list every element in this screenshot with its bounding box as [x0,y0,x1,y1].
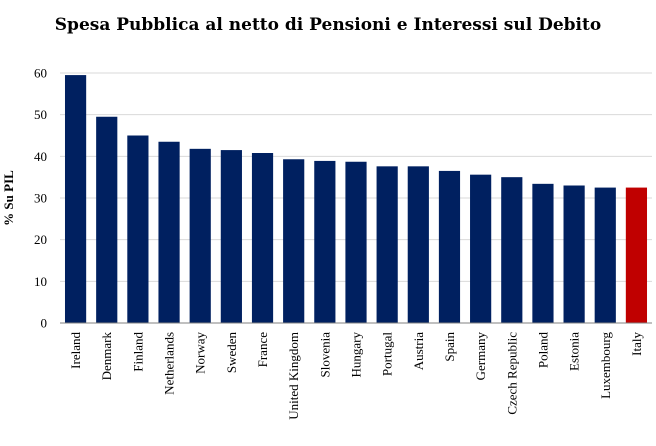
category-label: Poland [535,332,550,369]
y-tick-label: 60 [34,66,47,81]
category-label: Sweden [224,332,239,374]
category-label: Hungary [349,332,364,378]
bar-germany [470,174,492,323]
category-label: Luxembourg [598,332,613,399]
bars [64,75,648,323]
category-label: Denmark [99,332,114,381]
category-labels: Ireland Denmark Finland Netherlands Norway Sw… [68,332,644,420]
bar-france [251,153,274,323]
category-label: Portugal [380,332,395,376]
category-label: Austria [411,332,426,371]
y-tick-label: 10 [34,274,47,289]
category-label: Estonia [567,332,582,371]
y-axis-ticks: 0 10 20 30 40 50 60 [34,66,47,331]
y-tick-label: 20 [34,232,47,247]
bar-spain [438,170,461,323]
category-label: Norway [193,332,208,374]
category-label: Italy [629,332,644,356]
y-tick-label: 0 [41,316,48,331]
bar-finland [127,135,149,323]
category-label: Czech Republic [504,332,519,415]
y-tick-label: 50 [34,107,47,122]
bar-denmark [96,116,118,323]
chart-title: Spesa Pubblica al netto di Pensioni e In… [55,15,601,35]
bar-slovenia [314,160,336,323]
category-label: Slovenia [317,332,332,378]
category-label: Spain [442,332,457,362]
bar-estonia [563,185,585,323]
bar-italy [625,187,648,323]
category-label: Netherlands [162,332,177,395]
category-label: Germany [473,332,488,381]
y-tick-label: 30 [34,191,47,206]
category-label: Ireland [68,332,83,369]
y-axis-label: % Su PIL [1,170,16,226]
bar-austria [407,166,429,323]
category-label: United Kingdom [286,332,301,420]
bar-portugal [376,166,398,323]
bar-norway [189,148,211,323]
bar-czech-republic [501,177,523,323]
bar-luxembourg [594,187,616,323]
bar-poland [532,183,554,323]
bar-united-kingdom [283,159,305,323]
category-label: France [255,332,270,368]
bar-sweden [220,150,242,323]
bar-netherlands [158,141,180,323]
category-label: Finland [130,332,145,372]
bar-hungary [345,161,367,323]
bar-ireland [64,75,87,323]
y-tick-label: 40 [34,149,47,164]
